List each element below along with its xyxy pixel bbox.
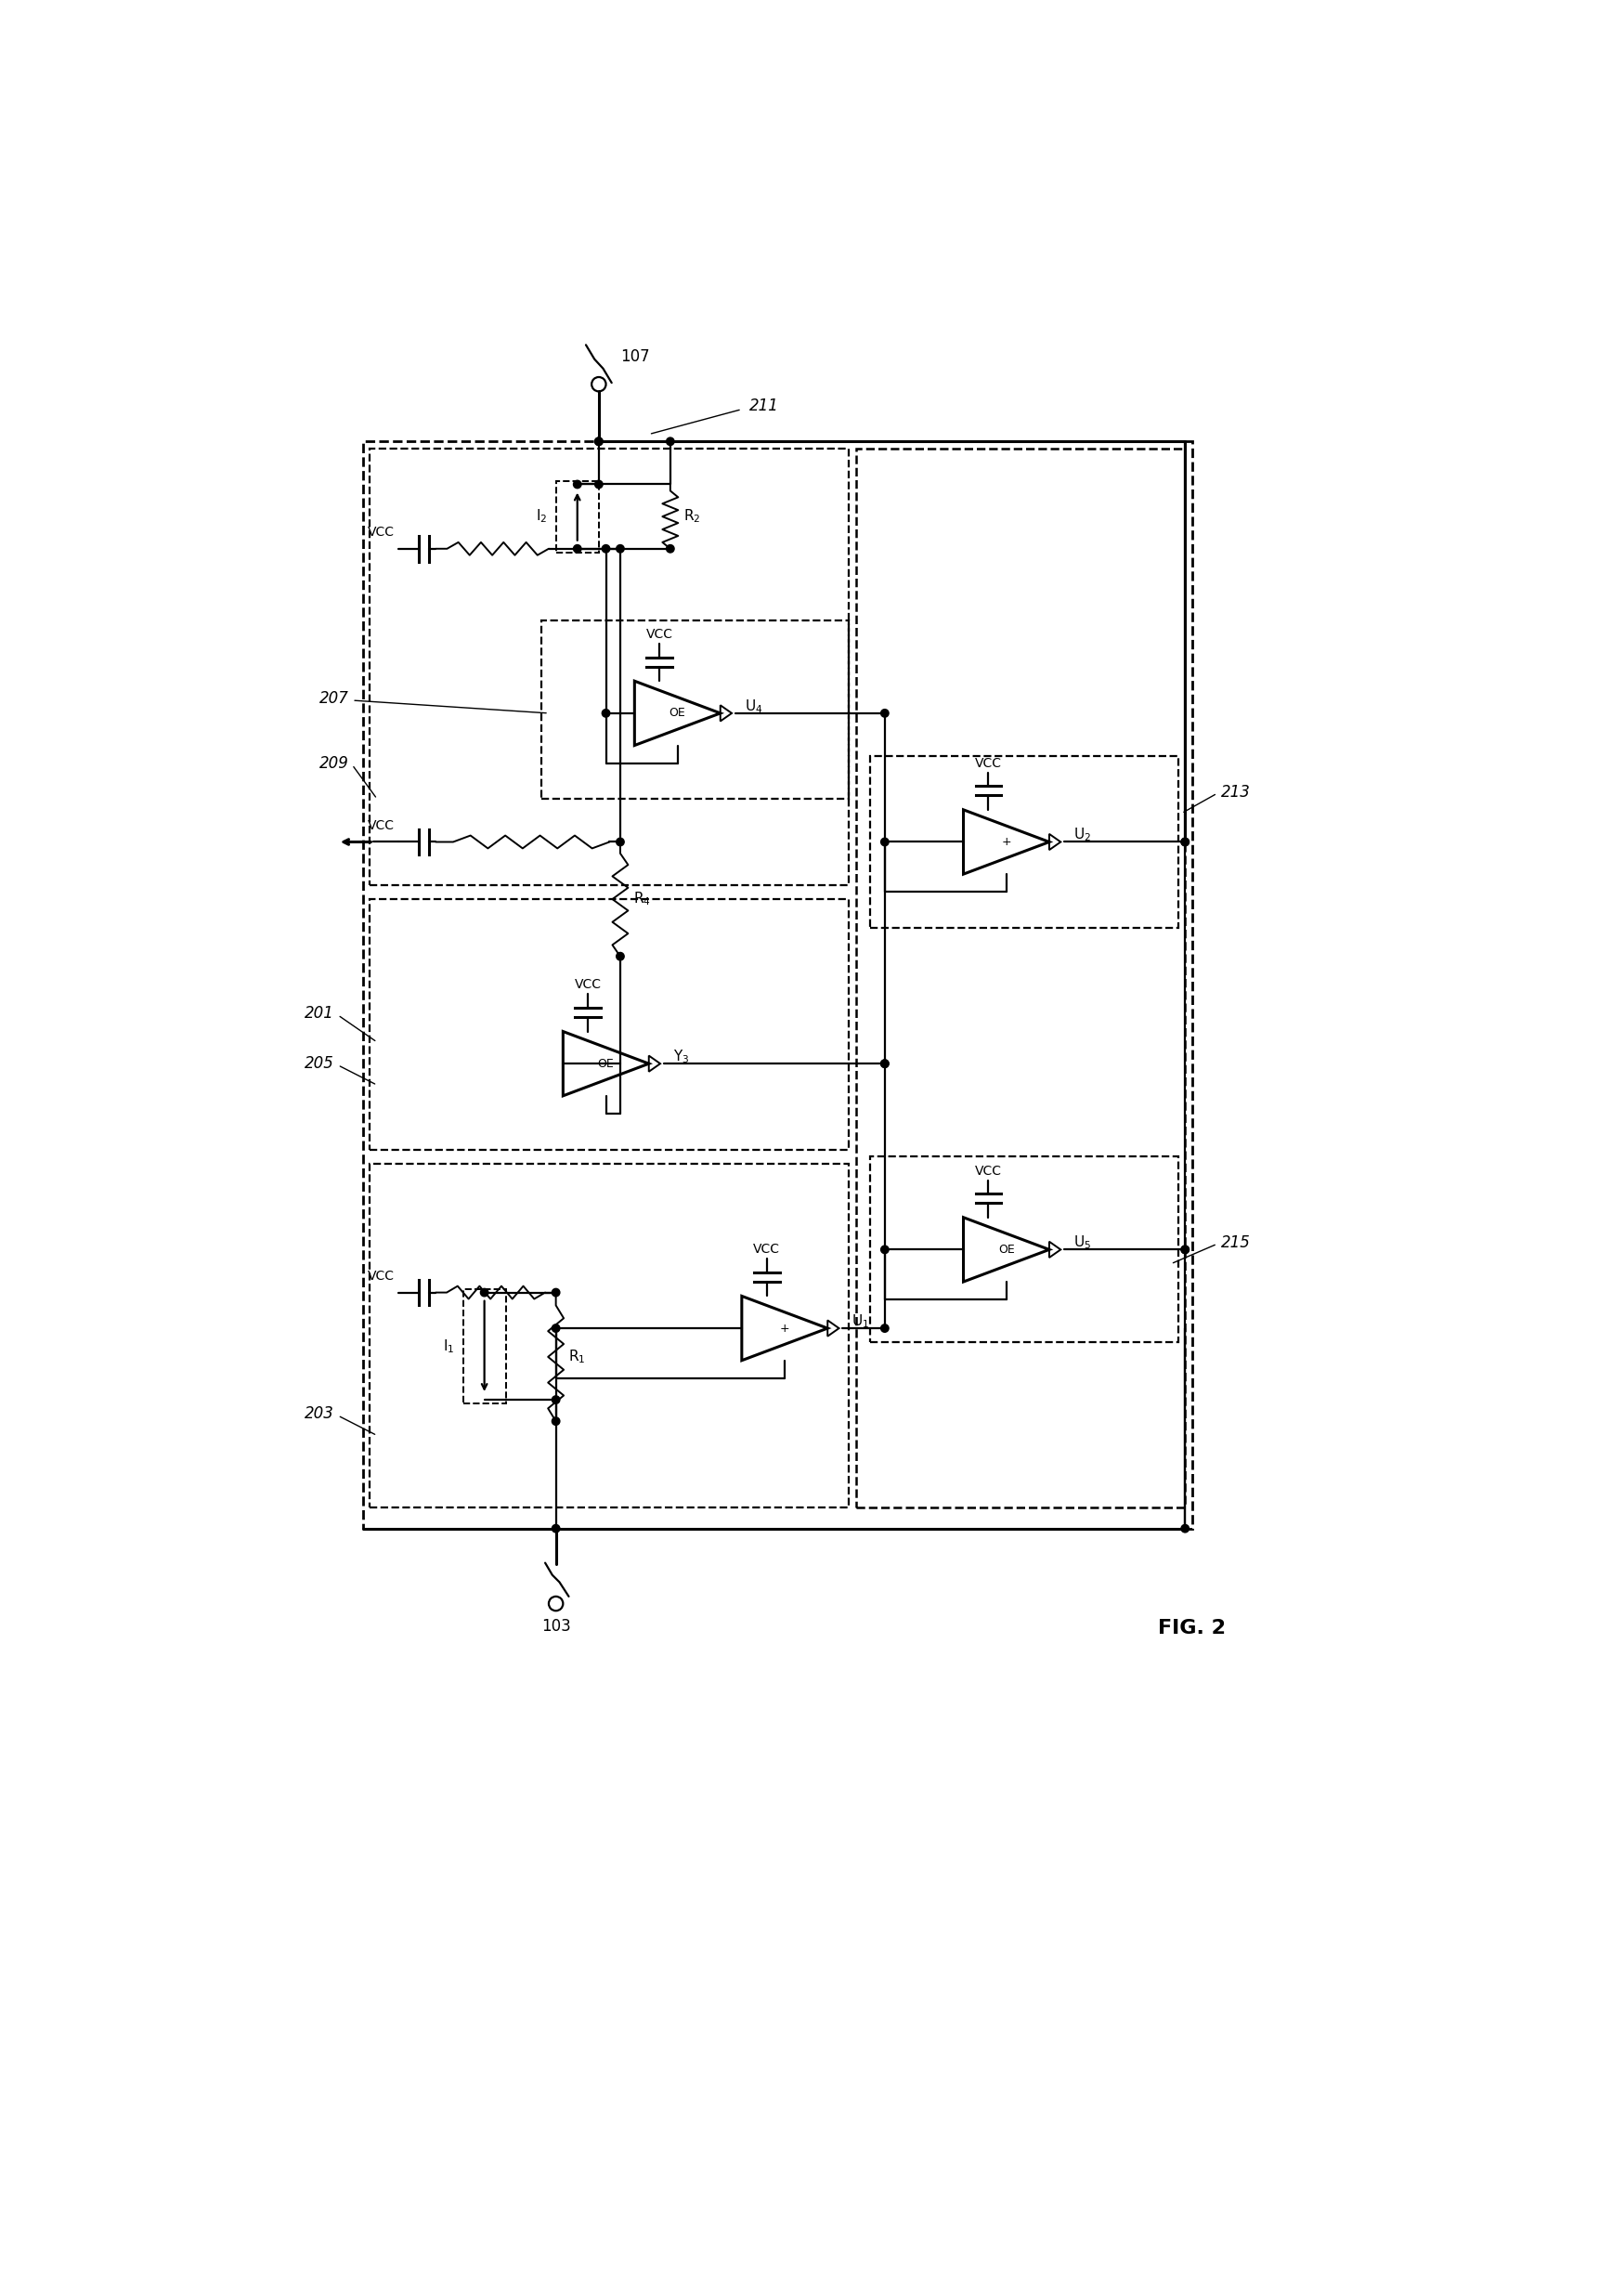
Text: U$_4$: U$_4$ — [745, 698, 762, 714]
Circle shape — [1182, 1525, 1190, 1531]
Circle shape — [574, 480, 582, 489]
Circle shape — [601, 544, 609, 553]
Text: +: + — [1001, 836, 1011, 847]
Text: VCC: VCC — [975, 1164, 1003, 1178]
Circle shape — [551, 1417, 559, 1426]
Circle shape — [880, 1325, 888, 1332]
Text: 209: 209 — [319, 755, 348, 771]
Text: VCC: VCC — [975, 758, 1003, 769]
Text: VCC: VCC — [753, 1242, 780, 1256]
Text: Y$_3$: Y$_3$ — [674, 1047, 690, 1065]
Text: I$_2$: I$_2$ — [535, 507, 548, 526]
Circle shape — [595, 439, 603, 445]
Text: I$_1$: I$_1$ — [443, 1339, 455, 1355]
Text: 107: 107 — [621, 349, 650, 365]
Text: VCC: VCC — [368, 1270, 395, 1283]
Circle shape — [551, 1325, 559, 1332]
Circle shape — [1182, 838, 1190, 845]
Text: 103: 103 — [542, 1619, 571, 1635]
Circle shape — [616, 953, 624, 960]
Circle shape — [551, 1525, 559, 1531]
Text: 207: 207 — [319, 691, 348, 707]
Circle shape — [601, 709, 609, 716]
Circle shape — [880, 709, 888, 716]
Circle shape — [880, 1061, 888, 1068]
Circle shape — [1182, 838, 1190, 845]
Text: VCC: VCC — [574, 978, 601, 992]
Circle shape — [880, 1061, 888, 1068]
Circle shape — [880, 838, 888, 845]
Circle shape — [1182, 1247, 1190, 1254]
Circle shape — [616, 544, 624, 553]
Circle shape — [480, 1288, 488, 1297]
Circle shape — [666, 439, 674, 445]
Text: R$_2$: R$_2$ — [683, 507, 700, 526]
Text: +: + — [780, 1322, 790, 1334]
Text: U$_2$: U$_2$ — [1074, 827, 1091, 843]
Circle shape — [595, 439, 603, 445]
Text: VCC: VCC — [646, 629, 674, 641]
Text: U$_5$: U$_5$ — [1074, 1233, 1091, 1251]
Text: 201: 201 — [305, 1006, 334, 1022]
Text: U$_1$: U$_1$ — [851, 1313, 869, 1329]
Text: R$_4$: R$_4$ — [634, 891, 651, 907]
Circle shape — [666, 544, 674, 553]
Circle shape — [1182, 1247, 1190, 1254]
Text: 211: 211 — [750, 397, 779, 413]
Text: VCC: VCC — [368, 526, 395, 540]
Text: 205: 205 — [305, 1056, 334, 1072]
Text: 203: 203 — [305, 1405, 334, 1424]
Text: VCC: VCC — [368, 820, 395, 831]
Circle shape — [551, 1288, 559, 1297]
Circle shape — [574, 544, 582, 553]
Text: OE: OE — [598, 1058, 614, 1070]
Text: 213: 213 — [1220, 783, 1251, 801]
Circle shape — [595, 480, 603, 489]
Text: R$_1$: R$_1$ — [569, 1348, 585, 1366]
Text: OE: OE — [669, 707, 685, 719]
Text: 215: 215 — [1220, 1233, 1251, 1251]
Circle shape — [616, 838, 624, 845]
Circle shape — [551, 1396, 559, 1403]
Circle shape — [880, 1247, 888, 1254]
Text: OE: OE — [998, 1244, 1014, 1256]
Text: FIG. 2: FIG. 2 — [1159, 1619, 1227, 1637]
